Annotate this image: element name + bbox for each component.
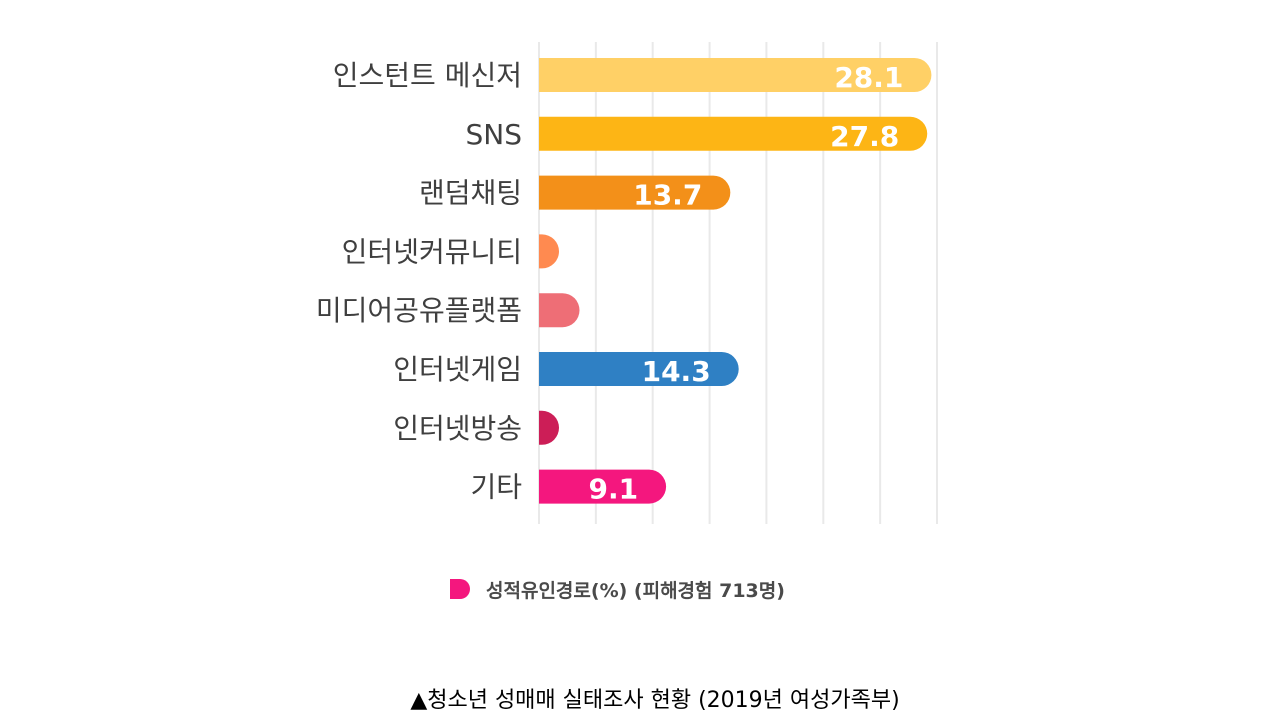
category-label: 인스턴트 메신저 [333, 59, 522, 92]
figure-caption: ▲청소년 성매매 실태조사 현황 (2019년 여성가족부) [410, 688, 900, 713]
category-label: 미디어공유플랫폼 [316, 294, 522, 327]
legend-swatch [450, 579, 470, 599]
bar [539, 469, 667, 504]
value-labels: 28.1 27.8 13.7 14.3 9.1 [588, 61, 903, 506]
category-label: 랜덤채팅 [419, 177, 522, 210]
bar [539, 116, 928, 151]
category-labels: 인스턴트 메신저 SNS 랜덤채팅인터넷커뮤니티미디어공유플랫폼인터넷게임인터넷방송… [316, 59, 522, 504]
bar [539, 58, 932, 92]
category-label: SNS [466, 118, 523, 151]
category-label: 인터넷커뮤니티 [342, 235, 522, 268]
legend-label: 성적유인경로(%) (피해경험 713명) [486, 579, 785, 602]
category-label: 인터넷방송 [393, 412, 522, 445]
bar [539, 293, 580, 328]
bar [539, 234, 559, 269]
bars [539, 58, 932, 504]
value-label: 14.3 [642, 355, 711, 388]
bar [539, 410, 559, 445]
bar [539, 352, 739, 386]
gridlines [538, 42, 938, 524]
bar [539, 175, 731, 210]
value-label: 28.1 [834, 61, 903, 94]
value-label: 13.7 [633, 179, 702, 212]
category-label: 인터넷게임 [393, 353, 522, 386]
value-label: 9.1 [588, 473, 638, 506]
value-label: 27.8 [830, 120, 899, 153]
legend: 성적유인경로(%) (피해경험 713명) [450, 574, 785, 604]
category-label: 기타 [470, 471, 522, 504]
